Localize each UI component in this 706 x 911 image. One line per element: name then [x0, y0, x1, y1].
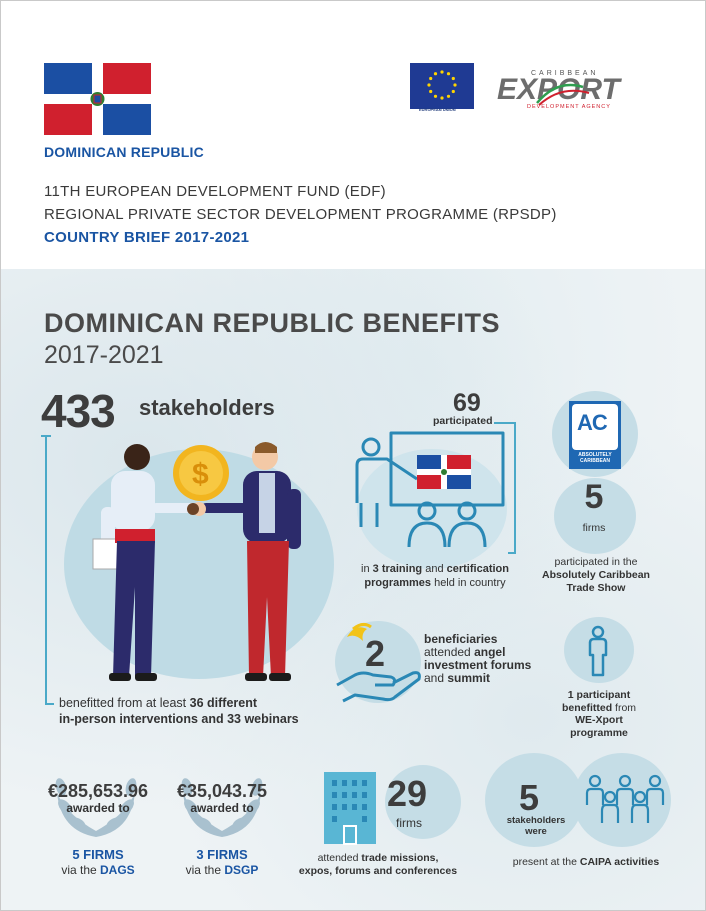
- bracket-line: [45, 703, 54, 705]
- missions-unit: firms: [396, 816, 422, 830]
- ac-logo-letters: AC: [577, 410, 608, 435]
- logo-main-text: EXPORT: [497, 73, 622, 106]
- laurel-wreath-icon: [181, 778, 263, 837]
- ac-logo-sub1: ABSOLUTELY: [578, 452, 612, 458]
- missions-description: attended trade missions, expos, forums a…: [288, 852, 468, 878]
- investment-hand-icon: [336, 622, 421, 703]
- caipa-text-activities: CAIPA activities: [579, 856, 660, 868]
- training-text-count: 3 training: [372, 563, 423, 575]
- we-xport-text-participant: 1 participant benefitted: [561, 689, 631, 714]
- logo-top-text: CARIBBEAN: [531, 70, 598, 77]
- ac-text-pre: participated in the: [554, 556, 638, 568]
- missions-text-trade: trade missions,: [361, 852, 439, 864]
- caribbean-export-logo: CARIBBEAN EXPORT DEVELOPMENT AGENCY: [497, 70, 622, 110]
- we-xport-text-programme: WE-Xport programme: [570, 714, 628, 739]
- building-icon: [324, 772, 376, 845]
- laurel-wreath-icon: [55, 778, 137, 837]
- angel-text-attended: attended: [424, 645, 471, 659]
- ac-description: participated in the Absolutely Caribbean…: [541, 556, 651, 595]
- angel-text-beneficiaries: beneficiaries: [424, 632, 498, 646]
- ac-text-show: Absolutely Caribbean Trade Show: [542, 569, 650, 594]
- dags-amount: €285,653.96: [47, 781, 149, 801]
- benefits-title: DOMINICAN REPUBLIC BENEFITS: [44, 308, 501, 338]
- dags-via: via the DAGS: [39, 863, 157, 877]
- dsgp-program: DSGP: [224, 863, 259, 877]
- benefits-years: 2017-2021: [44, 341, 164, 369]
- caipa-backdrop: [573, 753, 671, 847]
- caipa-backdrop: [485, 753, 583, 847]
- dags-program: DAGS: [100, 863, 135, 877]
- training-description: in 3 training and certification programm…: [345, 562, 525, 590]
- missions-text-events: expos, forums and conferences: [298, 865, 458, 877]
- missions-text-pre: attended: [317, 852, 362, 864]
- bracket-line: [45, 437, 47, 705]
- dags-awarded-label: awarded to: [66, 801, 130, 815]
- dags-firms: 5 FIRMS: [72, 847, 124, 862]
- svg-text:$: $: [192, 458, 209, 491]
- missions-backdrop: [385, 765, 461, 839]
- ac-firms-unit: firms: [582, 522, 606, 534]
- angel-text-summit: summit: [447, 671, 491, 685]
- angel-text-and: and: [424, 671, 445, 685]
- ac-logo-panel: [572, 404, 618, 450]
- handshake-illustration-icon: $: [92, 442, 301, 681]
- fund-title: 11TH EUROPEAN DEVELOPMENT FUND (EDF): [44, 183, 386, 200]
- person-icon: [588, 625, 608, 677]
- stakeholders-text-pre: benefitted from at least: [59, 696, 190, 710]
- dsgp-via: via the DSGP: [165, 863, 279, 877]
- missions-number: 29: [387, 773, 428, 814]
- ac-logo-sub2: CARIBBEAN: [580, 458, 610, 464]
- group-of-people-icon: [585, 774, 665, 823]
- brief-title: COUNTRY BRIEF 2017-2021: [44, 229, 250, 246]
- eu-caption: EUROPEAN UNION: [419, 107, 456, 112]
- dsgp-awarded-label: awarded to: [190, 801, 254, 815]
- training-text-pre: in: [361, 563, 373, 575]
- bracket-line: [494, 422, 516, 424]
- training-label: participated: [433, 415, 493, 427]
- stakeholders-text-interventions: 36 different: [189, 696, 258, 710]
- stakeholders-label: stakeholders: [139, 395, 275, 420]
- training-presentation-icon: [355, 431, 505, 548]
- dsgp-firms: 3 FIRMS: [196, 847, 248, 862]
- programme-title: REGIONAL PRIVATE SECTOR DEVELOPMENT PROG…: [44, 206, 557, 223]
- stakeholders-text-webinars: in-person interventions and 33 webinars: [59, 712, 299, 726]
- training-text-mid: and: [422, 563, 447, 575]
- logo-bottom-text: DEVELOPMENT AGENCY: [527, 104, 611, 110]
- angel-text-forums: angel investment forums: [424, 645, 532, 672]
- training-number: 69: [453, 389, 481, 417]
- bracket-line: [514, 422, 516, 554]
- caipa-number: 5: [519, 777, 540, 818]
- dags-via-text: via the: [61, 863, 101, 877]
- eu-flag-icon: [410, 63, 474, 109]
- absolutely-caribbean-logo: AC ABSOLUTELY CARIBBEAN: [569, 401, 621, 469]
- dominican-flag-icon: [44, 63, 151, 135]
- dsgp-via-text: via the: [185, 863, 225, 877]
- angel-number: 2: [365, 633, 386, 674]
- caipa-label: stakeholders were: [506, 815, 566, 837]
- caipa-description: present at the CAIPA activities: [506, 856, 666, 868]
- ac-count-backdrop: [554, 478, 636, 554]
- dsgp-amount: €35,043.75: [176, 781, 268, 801]
- header: DOMINICAN REPUBLIC EUROPEAN UNION CARIBB…: [1, 1, 705, 269]
- training-text-programmes: certification programmes: [364, 563, 509, 589]
- angel-description: beneficiaries attended angel investment …: [424, 633, 544, 685]
- we-xport-text-from: from: [612, 701, 637, 714]
- stakeholders-number: 433: [41, 385, 116, 437]
- stakeholders-description: benefitted from at least 36 different in…: [59, 695, 299, 727]
- training-text-post: held in country: [431, 577, 506, 589]
- ac-firms-number: 5: [584, 478, 604, 516]
- bracket-line: [508, 552, 516, 554]
- we-xport-description: 1 participant benefitted from WE-Xport p…: [546, 689, 652, 739]
- bracket-line: [41, 435, 51, 437]
- country-name: DOMINICAN REPUBLIC: [44, 144, 204, 160]
- caipa-text-pre: present at the: [512, 856, 580, 868]
